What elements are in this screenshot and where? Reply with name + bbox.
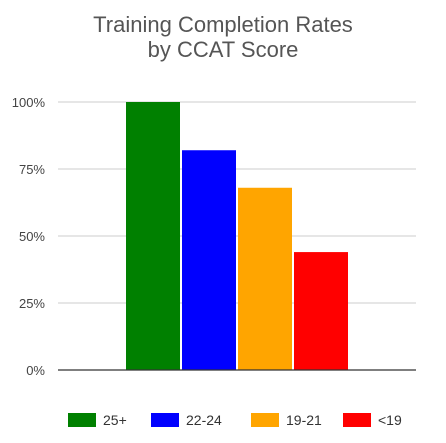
y-tick-label: 0% <box>26 363 45 378</box>
legend-item[interactable]: <19 <box>343 412 402 428</box>
legend-label: <19 <box>378 412 402 428</box>
bar-2 <box>182 150 236 370</box>
y-tick-label: 75% <box>19 162 45 177</box>
legend-swatch <box>343 413 371 427</box>
legend-swatch <box>251 413 279 427</box>
legend-item[interactable]: 19-21 <box>251 412 322 428</box>
legend-swatch <box>68 413 96 427</box>
bar-3 <box>238 187 292 370</box>
legend-item[interactable]: 25+ <box>68 412 127 428</box>
bar-4 <box>294 252 348 370</box>
chart-title-line-2: by CCAT Score <box>148 37 299 62</box>
legend-label: 19-21 <box>286 412 322 428</box>
y-tick-label: 100% <box>12 95 46 110</box>
legend-item[interactable]: 22-24 <box>151 412 222 428</box>
y-tick-label: 25% <box>19 296 45 311</box>
y-axis-ticks: 0% 25% 50% 75% 100% <box>12 95 46 378</box>
bar-1 <box>126 102 180 370</box>
legend-label: 25+ <box>103 412 127 428</box>
y-tick-label: 50% <box>19 229 45 244</box>
gridlines <box>58 101 416 304</box>
chart-title-line-1: Training Completion Rates <box>93 12 353 37</box>
legend-swatch <box>151 413 179 427</box>
bars <box>126 102 348 370</box>
legend[interactable]: 25+ 22-24 19-21 <19 <box>68 412 402 428</box>
legend-label: 22-24 <box>186 412 222 428</box>
